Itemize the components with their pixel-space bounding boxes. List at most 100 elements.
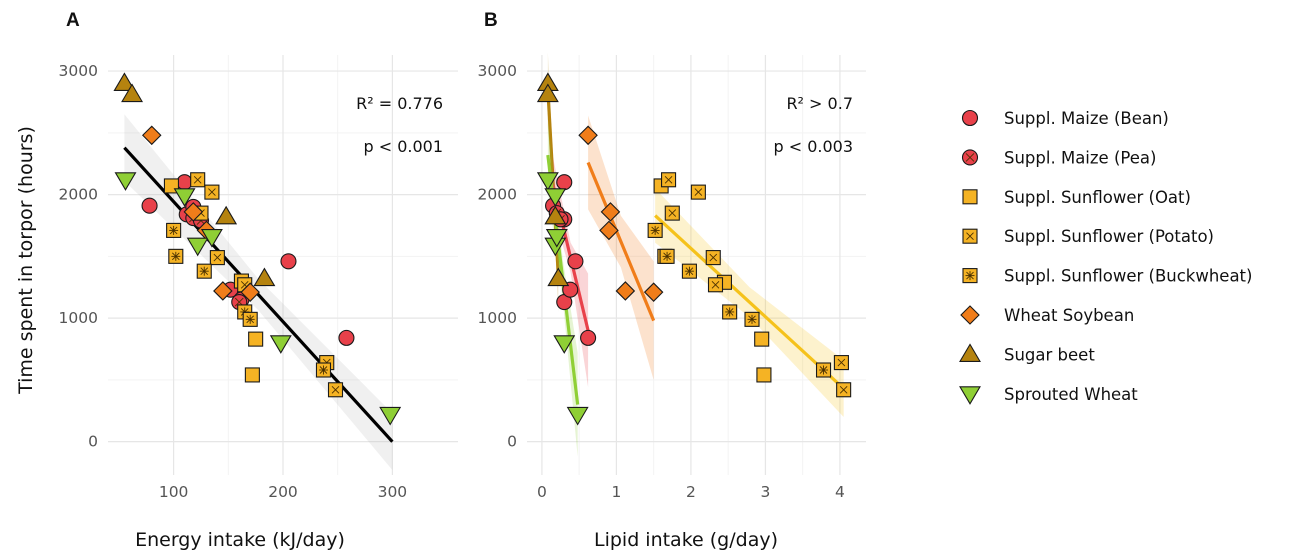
legend-marker xyxy=(959,343,981,362)
legend-marker xyxy=(959,386,981,405)
data-point xyxy=(213,281,233,301)
data-point xyxy=(664,205,680,221)
x-tick-label: 2 xyxy=(686,483,696,501)
data-point xyxy=(338,329,355,346)
data-point xyxy=(707,277,724,293)
legend-item: Suppl. Sunflower (Potato) xyxy=(962,227,1214,246)
y-tick-label: 2000 xyxy=(59,186,98,204)
data-point xyxy=(176,174,193,191)
panel-a-y-axis-title: Time spent in torpor (hours) xyxy=(15,126,37,395)
data-point xyxy=(196,263,212,279)
data-point xyxy=(836,382,852,398)
regression-line xyxy=(123,146,394,443)
x-tick-label: 0 xyxy=(537,483,547,501)
data-point xyxy=(186,237,209,257)
legend-marker xyxy=(962,228,978,244)
data-point xyxy=(722,304,738,320)
data-point xyxy=(536,83,559,103)
data-point xyxy=(215,205,238,225)
data-point xyxy=(544,188,567,207)
x-tick-label: 4 xyxy=(835,483,845,501)
data-point xyxy=(209,250,225,266)
y-tick-label: 0 xyxy=(88,433,98,451)
data-point xyxy=(578,125,598,146)
legend-label: Suppl. Sunflower (Potato) xyxy=(1004,227,1214,246)
y-tick-label: 0 xyxy=(507,433,517,451)
data-point xyxy=(756,367,772,383)
data-point xyxy=(600,202,621,222)
regression-line xyxy=(654,214,845,390)
legend: Suppl. Maize (Bean) Suppl. Maize (Pea) Sup… xyxy=(959,109,1252,405)
y-tick-label: 1000 xyxy=(478,309,517,327)
legend-item: Sugar beet xyxy=(959,343,1095,364)
x-tick-label: 3 xyxy=(760,483,770,501)
x-tick-label: 100 xyxy=(159,483,189,501)
panel-b: B Lipid intake (g/day) R² > 0.7 p < 0.00… xyxy=(478,10,866,551)
panel-b-p-value: p < 0.003 xyxy=(773,137,853,156)
panel-b-r-squared: R² > 0.7 xyxy=(786,94,853,113)
data-point xyxy=(114,172,137,191)
data-point xyxy=(556,174,573,191)
data-point xyxy=(681,263,697,279)
y-tick-label: 1000 xyxy=(59,309,98,327)
panel-a-x-axis-title: Energy intake (kJ/day) xyxy=(135,529,345,551)
data-point xyxy=(815,362,832,378)
data-point xyxy=(599,220,619,241)
regression-fits xyxy=(546,52,845,457)
x-tick-label: 1 xyxy=(611,483,621,501)
data-point xyxy=(744,311,760,327)
data-point xyxy=(166,222,182,238)
data-point xyxy=(327,382,344,398)
data-point xyxy=(315,362,332,378)
legend-marker xyxy=(961,109,979,127)
x-tick-label: 200 xyxy=(268,483,298,501)
data-point xyxy=(240,282,260,302)
legend-label: Sprouted Wheat xyxy=(1004,385,1138,404)
legend-item: Suppl. Sunflower (Buckwheat) xyxy=(962,267,1252,286)
data-point xyxy=(379,406,402,426)
legend-item: Sprouted Wheat xyxy=(959,385,1138,405)
data-point xyxy=(690,184,706,200)
legend-label: Suppl. Maize (Bean) xyxy=(1004,109,1169,128)
data-point xyxy=(190,172,206,188)
data-point xyxy=(566,406,589,426)
data-point xyxy=(121,83,144,103)
data-point xyxy=(615,281,636,301)
data-point xyxy=(248,331,264,347)
panel-a-label: A xyxy=(66,10,80,31)
data-point xyxy=(661,172,677,188)
confidence-band xyxy=(588,115,654,380)
data-point xyxy=(754,331,770,347)
legend-item: Suppl. Sunflower (Oat) xyxy=(962,188,1191,207)
legend-marker xyxy=(961,149,979,166)
data-point xyxy=(647,222,663,238)
panel-a-p-value: p < 0.001 xyxy=(363,137,443,156)
y-tick-label: 2000 xyxy=(478,186,517,204)
data-point xyxy=(567,253,584,270)
data-point xyxy=(183,202,204,222)
data-point xyxy=(833,355,849,371)
data-point xyxy=(705,250,721,266)
data-point xyxy=(536,172,559,191)
legend-label: Wheat Soybean xyxy=(1004,306,1134,325)
panel-a: A Time spent in torpor (hours) Energy in… xyxy=(15,10,458,551)
data-point xyxy=(643,282,664,302)
data-point xyxy=(253,267,276,287)
data-points xyxy=(536,72,852,426)
data-point xyxy=(113,72,136,91)
data-points xyxy=(113,72,402,426)
regression-line xyxy=(586,161,656,322)
data-point xyxy=(200,229,223,248)
data-point xyxy=(544,205,567,225)
panel-a-r-squared: R² = 0.776 xyxy=(356,94,443,113)
data-point xyxy=(168,248,184,264)
legend-item: Suppl. Maize (Pea) xyxy=(961,148,1156,167)
data-point xyxy=(141,125,162,146)
legend-label: Suppl. Sunflower (Oat) xyxy=(1004,188,1191,207)
data-point xyxy=(545,229,568,248)
y-tick-label: 3000 xyxy=(59,62,98,80)
legend-marker xyxy=(962,268,978,284)
legend-item: Wheat Soybean xyxy=(960,305,1134,325)
data-point xyxy=(553,335,576,354)
